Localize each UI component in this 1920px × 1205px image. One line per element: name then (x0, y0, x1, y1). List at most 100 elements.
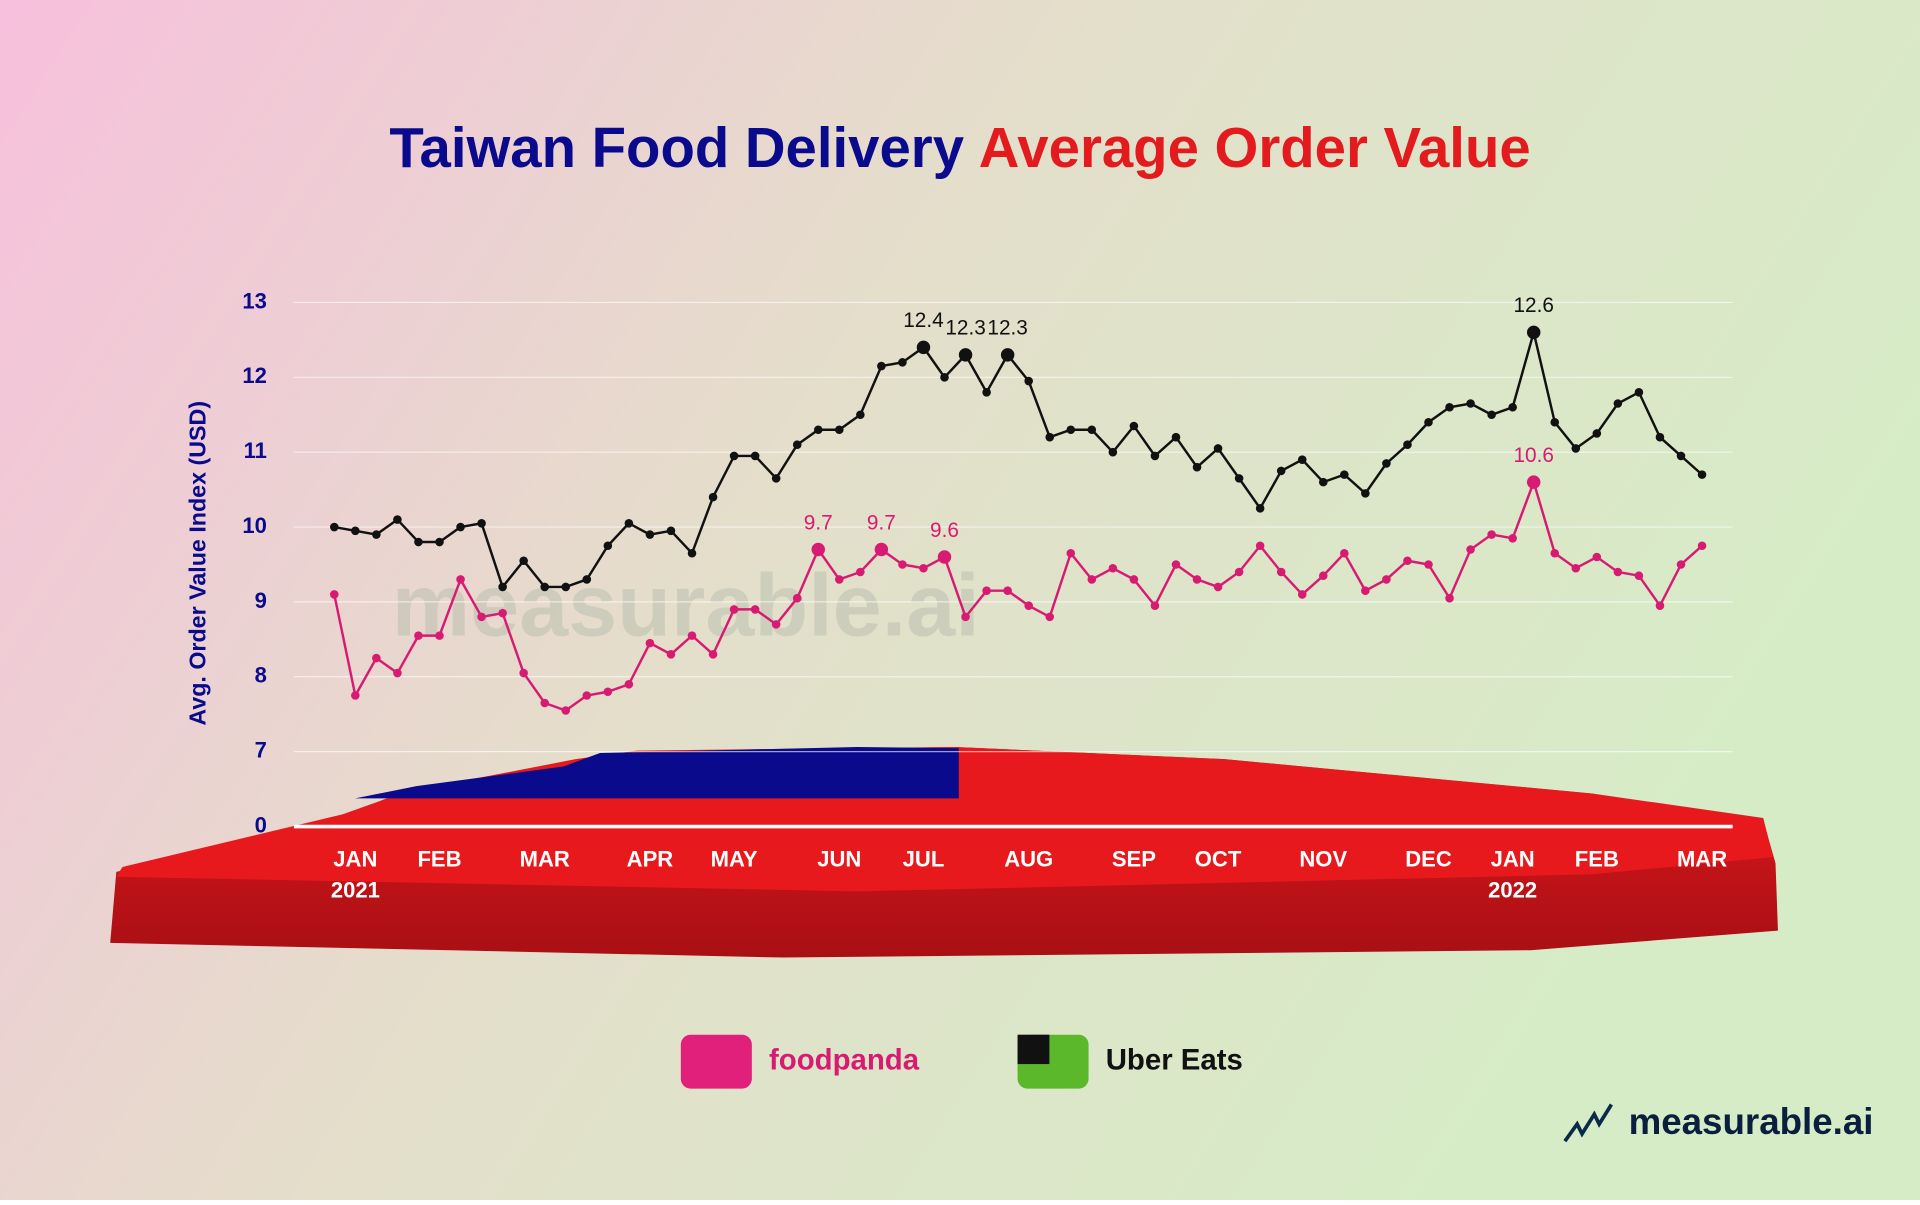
data-point (1234, 474, 1244, 483)
data-label: 12.3 (945, 317, 985, 340)
data-point (1634, 388, 1644, 397)
data-point (1676, 560, 1686, 569)
data-point (1318, 477, 1328, 487)
data-point (1403, 556, 1412, 566)
data-point (1340, 470, 1349, 479)
data-point (1255, 504, 1265, 513)
y-tick-label: 9 (255, 588, 267, 613)
data-point (729, 451, 739, 461)
data-point (750, 605, 760, 614)
data-label: 9.7 (867, 511, 896, 534)
x-tick-label: AUG (1004, 847, 1053, 872)
data-point (750, 451, 760, 461)
data-point (856, 410, 865, 420)
x-tick-label: OCT (1195, 847, 1242, 872)
data-point (1361, 489, 1370, 498)
data-point (1613, 399, 1623, 408)
data-point (1129, 575, 1139, 584)
y-tick-label: 10 (242, 513, 267, 538)
ubereats-icon-box (1017, 1034, 1050, 1065)
data-point (330, 590, 339, 599)
data-label: 12.4 (903, 309, 943, 332)
data-point (1066, 425, 1076, 435)
data-point (1424, 417, 1433, 427)
data-point (351, 691, 360, 700)
data-point (1129, 421, 1139, 431)
data-point (1087, 575, 1097, 584)
chart-title: Taiwan Food Delivery Average Order Value (389, 116, 1530, 179)
y-tick-label: 12 (242, 363, 267, 388)
data-point (456, 575, 465, 584)
data-point (414, 537, 423, 547)
data-point (1024, 376, 1033, 386)
x-tick-label: MAR (1677, 847, 1727, 872)
data-point (687, 548, 697, 558)
data-point (1403, 440, 1412, 449)
data-point (1466, 399, 1475, 408)
x-tick-label: MAR (520, 847, 570, 872)
y-tick-label: 7 (255, 737, 267, 762)
brand: measurable.ai (1629, 1101, 1874, 1142)
data-point (982, 388, 991, 397)
data-point (414, 631, 423, 640)
data-point (1234, 567, 1244, 577)
data-point (729, 605, 739, 614)
x-tick-label: DEC (1405, 847, 1452, 872)
data-point (624, 679, 634, 689)
data-point (1171, 432, 1181, 442)
data-point (1024, 601, 1033, 610)
data-point (1676, 451, 1686, 461)
data-point (645, 530, 655, 539)
data-point (1550, 417, 1560, 427)
data-point (1003, 586, 1012, 595)
data-point (1655, 432, 1665, 442)
data-point (1318, 571, 1328, 581)
foodpanda-icon (680, 1034, 752, 1089)
data-point (1445, 402, 1454, 412)
data-point (1697, 470, 1707, 479)
y-tick-label: 13 (242, 288, 267, 313)
title-highlight: Average Order Value (979, 116, 1531, 179)
data-point (1613, 567, 1623, 577)
data-point (1045, 612, 1055, 622)
data-point (1150, 601, 1160, 610)
data-point (1255, 541, 1265, 551)
x-tick-label: APR (627, 847, 674, 872)
x-tick-label: JAN (1491, 847, 1535, 872)
legend-label: Uber Eats (1106, 1043, 1243, 1076)
data-point (540, 698, 549, 708)
data-point (393, 668, 402, 678)
data-point (1550, 548, 1560, 558)
data-point (435, 537, 444, 547)
flag-canton (355, 746, 959, 799)
data-point (393, 515, 402, 524)
brand-logo (1563, 1103, 1613, 1143)
legend: foodpanda Uber Eats (680, 1034, 1243, 1089)
data-point (498, 582, 507, 592)
data-point (1213, 444, 1223, 453)
y-tick-label: 0 (255, 812, 267, 837)
data-point (666, 526, 676, 536)
data-point (708, 650, 718, 659)
data-point (708, 492, 718, 502)
data-point (813, 425, 823, 435)
data-point (1276, 466, 1286, 476)
data-point (582, 575, 592, 584)
data-point (1466, 545, 1475, 554)
data-point (1213, 582, 1223, 592)
x-tick-label: JUL (903, 847, 945, 872)
data-point (1655, 601, 1665, 610)
data-point (1297, 590, 1307, 599)
data-point (835, 425, 844, 435)
data-point (645, 638, 655, 648)
data-point (919, 563, 928, 573)
data-point (498, 608, 507, 618)
data-point (1382, 459, 1391, 468)
data-point (792, 440, 802, 449)
data-point (1361, 586, 1370, 595)
data-point (687, 631, 697, 640)
x-tick-label: NOV (1299, 847, 1347, 872)
data-point (1571, 563, 1581, 573)
data-point (1526, 475, 1541, 489)
